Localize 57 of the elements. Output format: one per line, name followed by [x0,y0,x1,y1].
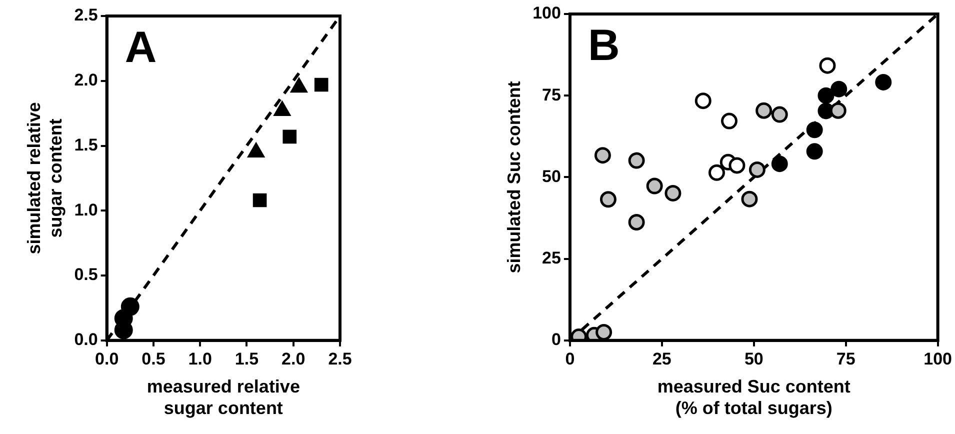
x-tick-label: 0 [565,349,575,368]
point [628,214,645,230]
x-tick-label: 2.5 [328,349,352,368]
point [252,193,267,208]
point [806,122,823,138]
point [756,102,772,119]
point [806,143,823,160]
y-tick-label: 2.5 [74,6,98,25]
x-tick-label: 2.0 [282,349,306,368]
point [708,164,725,181]
point [664,184,682,202]
point [818,87,834,104]
x-tick-label: 0.5 [142,349,166,368]
point [728,157,746,174]
y-tick-label: 0 [551,330,561,350]
point [248,143,264,158]
y-tick-label: 50 [542,166,561,186]
y-tick-label: 0.0 [74,330,98,350]
point [646,178,663,194]
point [875,74,892,90]
point [741,190,758,208]
x-tick-label: 50 [744,349,764,368]
y-tick-label: 1.5 [74,135,98,154]
y-tick-label: 25 [542,248,561,268]
y-tick-label: 75 [542,85,561,104]
x-tick-label: 25 [652,349,672,368]
y-axis-title: simulated relative sugar content [24,102,66,254]
x-tick-label: 75 [836,349,856,368]
point [694,92,712,110]
point [830,80,848,98]
point [628,152,645,169]
annotation: A [124,23,157,72]
point [282,130,297,144]
x-axis-title: measured Suc content (% of total sugars) [657,376,850,418]
y-tick-label: 2.0 [74,70,98,90]
point [771,156,788,172]
point [720,112,738,130]
y-tick-label: 100 [532,4,561,23]
point [819,57,836,74]
y-axis-title: simulated Suc content [504,81,524,274]
point [600,191,616,208]
x-tick-label: 100 [924,349,952,368]
point [748,161,766,178]
point [594,147,611,164]
x-axis-title: measured relative sugar content [146,376,300,418]
annotation: B [588,21,620,70]
y-tick-label: 1.0 [74,200,98,220]
y-tick-label: 0.5 [74,265,98,284]
point [771,106,788,123]
x-tick-label: 1.0 [188,349,212,368]
point [274,101,290,116]
point [596,324,612,340]
x-tick-label: 0.0 [95,349,119,368]
point [830,102,846,119]
point [120,297,140,316]
x-tick-label: 1.5 [234,349,259,368]
point [290,78,308,93]
